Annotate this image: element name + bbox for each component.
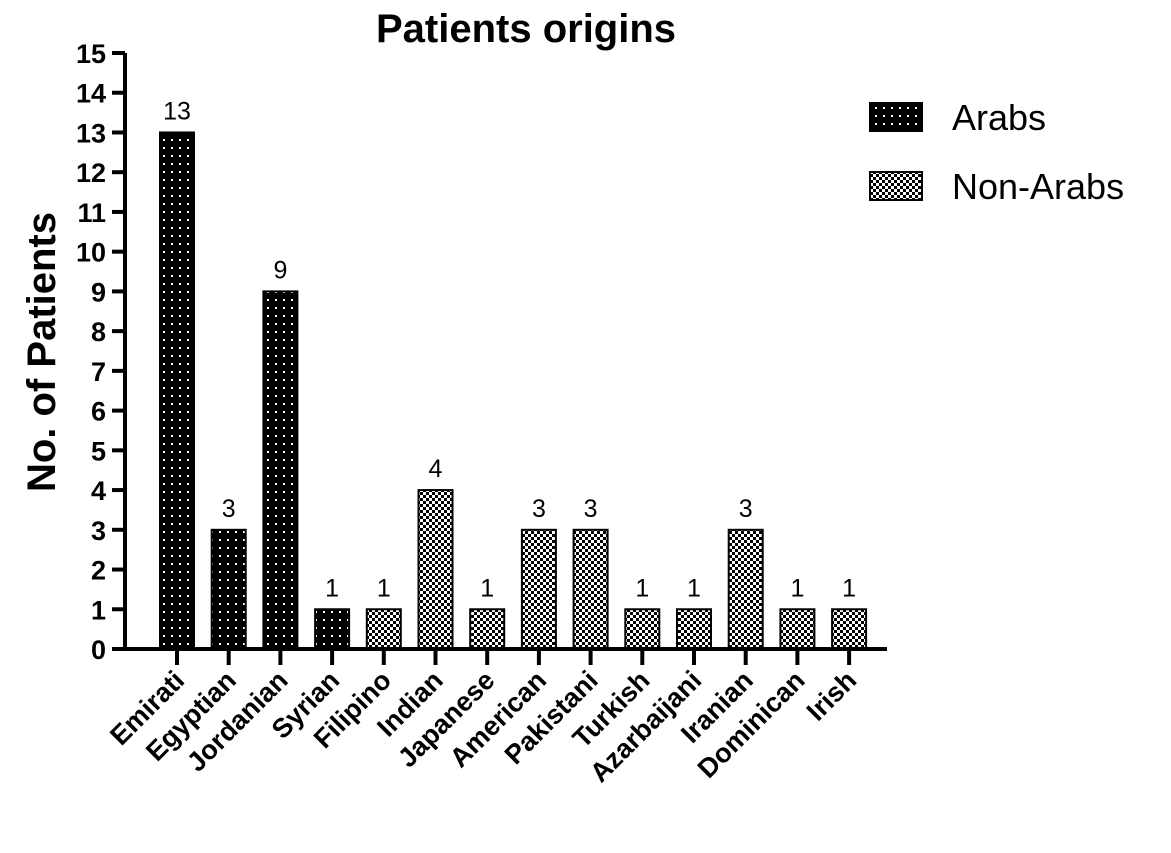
legend-swatch-non-arabs	[869, 171, 923, 201]
bar-iranian	[727, 528, 764, 650]
data-label: 1	[842, 574, 856, 602]
y-tick-label: 7	[91, 357, 106, 387]
bar-emirati	[159, 131, 195, 650]
y-tick-label: 5	[91, 436, 106, 466]
legend-swatch-arabs	[869, 102, 923, 132]
data-label: 3	[739, 495, 753, 523]
data-label: 1	[480, 574, 494, 602]
y-tick-label: 4	[91, 476, 106, 506]
bar-jordanian	[262, 290, 299, 650]
legend: Arabs Non-Arabs	[869, 97, 1124, 207]
x-tick-label: Irish	[801, 665, 863, 727]
y-tick-label: 1	[91, 595, 106, 625]
bar-indian	[417, 489, 454, 651]
data-label: 1	[635, 574, 649, 602]
y-tick-label: 14	[76, 79, 106, 109]
chart-title: Patients origins	[376, 7, 676, 51]
bar-japanese	[469, 608, 506, 650]
bar-dominican	[779, 608, 816, 650]
y-tick-label: 10	[76, 238, 106, 268]
bar-filipino	[365, 608, 402, 650]
data-label: 3	[222, 495, 236, 523]
bar-turkish	[624, 608, 661, 650]
bars	[159, 131, 868, 651]
data-label: 13	[163, 97, 191, 125]
bar-irish	[831, 608, 868, 650]
y-tick-label: 8	[91, 317, 106, 347]
bar-syrian	[314, 608, 351, 650]
y-tick-label: 3	[91, 516, 106, 546]
bar-azarbaijani	[676, 608, 712, 650]
y-tick-label: 6	[91, 397, 106, 427]
bar-pakistani	[572, 528, 609, 650]
data-label: 3	[584, 495, 598, 523]
data-label: 3	[532, 495, 546, 523]
data-label: 1	[377, 574, 391, 602]
y-tick-label: 12	[76, 158, 106, 188]
data-label: 4	[429, 455, 443, 483]
bar-egyptian	[210, 528, 247, 650]
legend-label-arabs: Arabs	[952, 97, 1046, 138]
data-label: 1	[790, 574, 804, 602]
data-label: 1	[325, 574, 339, 602]
y-tick-label: 9	[91, 277, 106, 307]
y-tick-label: 15	[76, 39, 106, 69]
y-tick-label: 13	[76, 118, 106, 148]
y-tick-label: 11	[77, 198, 106, 228]
y-tick-label: 0	[91, 635, 106, 665]
y-tick-label: 2	[91, 556, 106, 586]
x-axis-ticks: EmiratiEgyptianJordanianSyrianFilipinoIn…	[104, 649, 862, 788]
legend-label-non-arabs: Non-Arabs	[952, 166, 1124, 207]
data-label: 1	[687, 574, 701, 602]
bar-american	[520, 528, 557, 650]
data-label: 9	[273, 256, 287, 284]
y-axis-label: No. of Patients	[20, 212, 64, 492]
